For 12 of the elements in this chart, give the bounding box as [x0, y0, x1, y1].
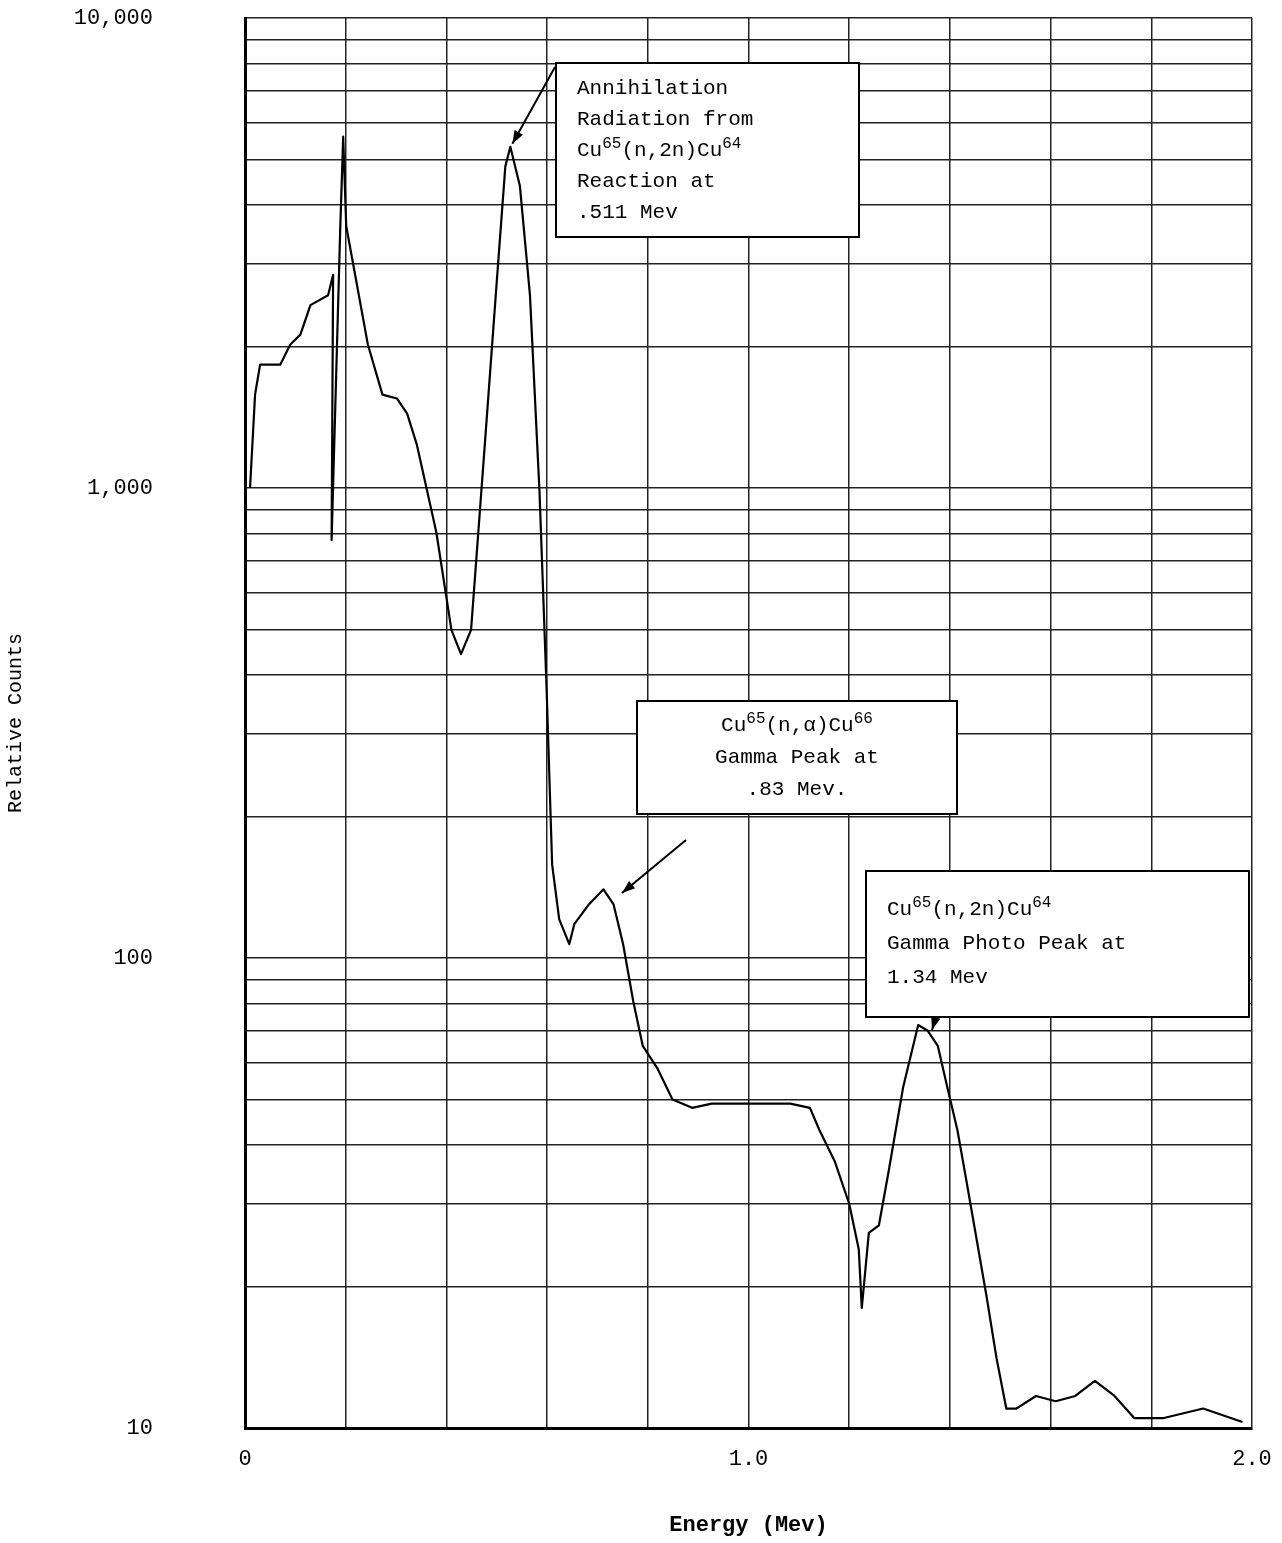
y-tick-label: 10,000 [73, 5, 153, 31]
x-tick-label: 2.0 [1232, 1447, 1272, 1473]
x-tick-label: 0 [238, 1447, 252, 1473]
y-tick-label: 100 [113, 945, 153, 971]
annotation: Cu$^{65}$(n,α)Cu$^{66}$ Gamma Peak at .83 Mev. [715, 709, 879, 803]
annotation: Annihilation Radiation from Cu$^{65}$(n,2n)Cu$^{64}$ Reaction at .511 Mev [577, 75, 754, 226]
x-tick-label: 1.0 [728, 1447, 769, 1473]
text: Cu$^{65}$(n,2n)Cu$^{64}$ Gamma Photo Peak at 1.34 Mev [887, 894, 1127, 989]
y-tick-label: 1,000 [86, 475, 153, 501]
y-axis-title: Relative Counts [4, 632, 28, 814]
y-tick-label: 10 [126, 1415, 153, 1441]
x-axis-title: Energy (Mev) [669, 1513, 828, 1539]
